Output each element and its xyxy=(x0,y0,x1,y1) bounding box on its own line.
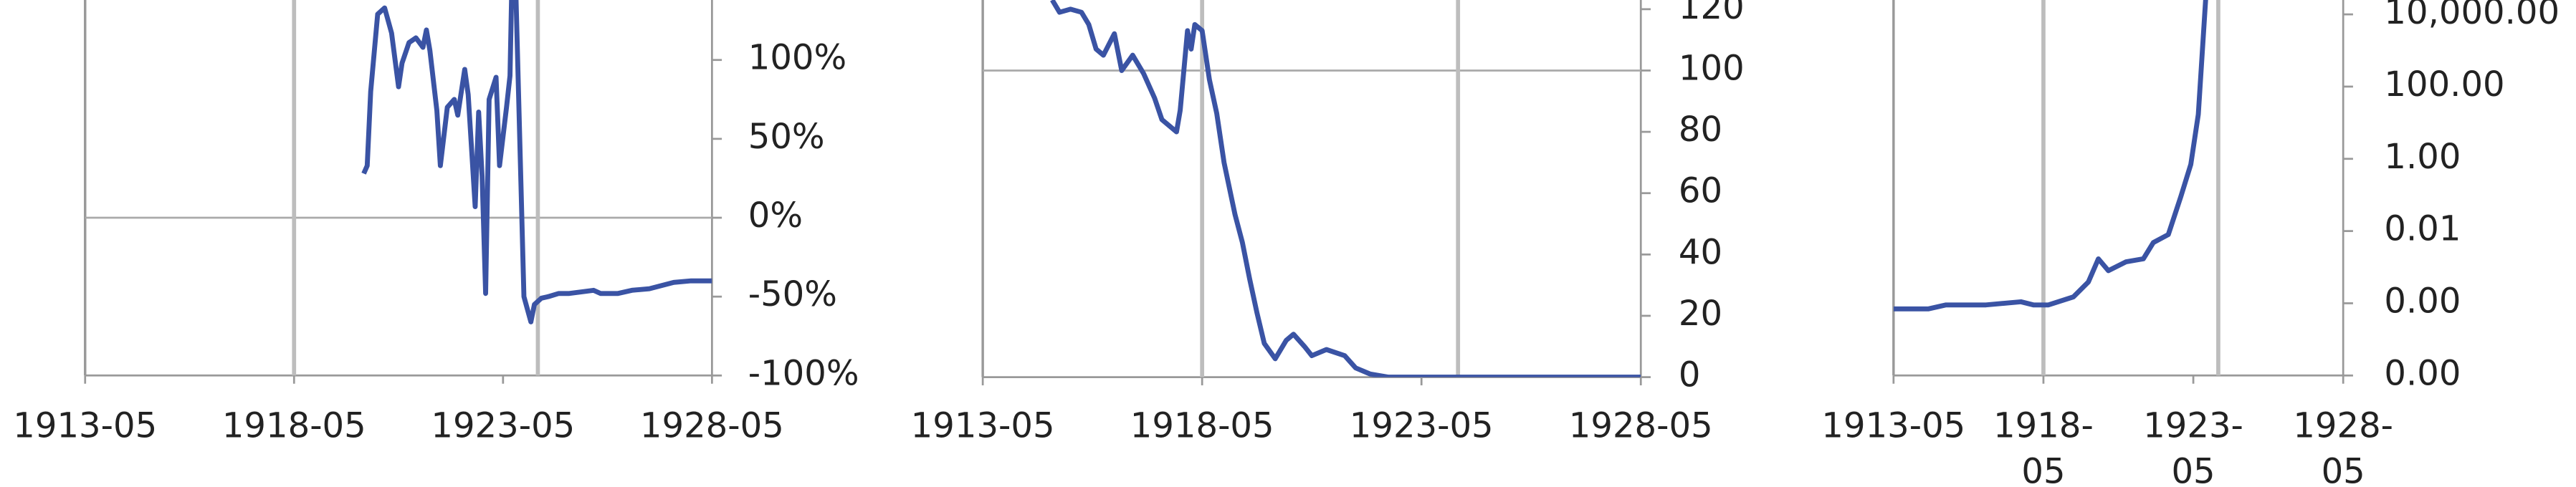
chart: 0.00 0.00 0.01 1.00 100.00 10,000.00 1913-05 19… xyxy=(1821,0,2560,487)
x-tick-label-line: 05 xyxy=(2171,452,2215,487)
data-line xyxy=(361,0,712,324)
y-tick-label: 100 xyxy=(1679,48,1745,88)
x-tick-label-line: 1928- xyxy=(2293,406,2393,446)
x-tick-label: 1918-05 xyxy=(222,406,366,446)
y-tick-label: -50% xyxy=(748,274,837,314)
x-tick-label: 1923- 05 xyxy=(2143,406,2243,487)
y-tick-label: 120 xyxy=(1679,0,1745,27)
x-tick-label: 1913-05 xyxy=(13,406,157,446)
x-tick-label: 1913-05 xyxy=(911,406,1055,446)
y-tick-label: 0.01 xyxy=(2384,209,2461,249)
y-tick-label: 60 xyxy=(1679,171,1722,211)
y-tick-label: 100% xyxy=(748,38,846,78)
y-tick-label: 20 xyxy=(1679,294,1722,334)
x-tick-label-line: 1923- xyxy=(2143,406,2243,446)
x-tick-label: 1918-05 xyxy=(1130,406,1274,446)
chart: 0 20 40 60 80 100 120 1913-05 1918-05 1923-05 1928… xyxy=(911,0,1745,446)
x-tick-label-line: 1918- xyxy=(1993,406,2094,446)
y-tick-label: 80 xyxy=(1679,110,1722,150)
y-tick-label: 0.00 xyxy=(2384,281,2461,321)
y-tick-label: 40 xyxy=(1679,232,1722,272)
y-tick-label: 50% xyxy=(748,117,825,157)
y-tick-label: 10,000.00 xyxy=(2384,0,2560,32)
y-tick-label: -100% xyxy=(748,353,859,393)
x-tick-label: 1918- 05 xyxy=(1993,406,2094,487)
y-tick-label: 1.00 xyxy=(2384,137,2461,177)
data-line xyxy=(1893,0,2208,312)
x-tick-label: 1923-05 xyxy=(1350,406,1494,446)
x-tick-label: 1928-05 xyxy=(640,406,784,446)
x-tick-label: 1923-05 xyxy=(431,406,575,446)
x-tick-label-line: 05 xyxy=(2021,452,2065,487)
chart: -100% -50% 0% 50% 100% 1913-05 1918-05 1923-05 1… xyxy=(13,0,859,446)
x-tick-label-line: 05 xyxy=(2322,452,2365,487)
y-tick-label: 100.00 xyxy=(2384,64,2504,105)
data-line xyxy=(1050,0,1641,377)
y-tick-label: 0 xyxy=(1679,355,1701,395)
y-tick-label: 0.00 xyxy=(2384,353,2461,393)
y-tick-label: 0% xyxy=(748,196,803,236)
x-tick-label: 1913-05 xyxy=(1821,406,1965,446)
x-tick-label: 1928- 05 xyxy=(2293,406,2393,487)
x-tick-label: 1928-05 xyxy=(1569,406,1713,446)
